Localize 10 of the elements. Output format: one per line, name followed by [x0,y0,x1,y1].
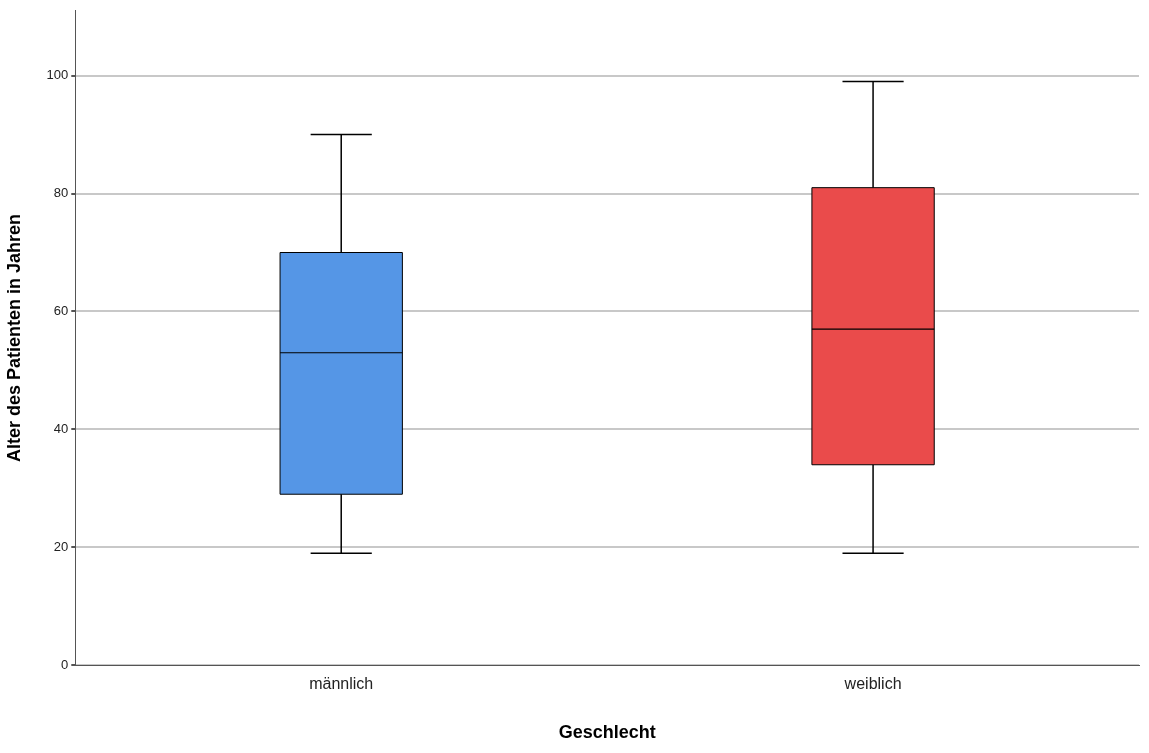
x-axis-title: Geschlecht [558,722,656,743]
y-tick-label: 20 [53,538,69,554]
x-tick-label: männlich [309,675,374,693]
y-tick-label: 40 [53,420,69,436]
y-axis-title: Alter des Patienten in Jahren [3,213,24,463]
y-tick-label: 80 [53,185,69,201]
y-tick-label: 0 [61,656,69,672]
y-tick-label: 60 [53,303,69,319]
y-tick-label: 100 [46,67,69,83]
x-tick-label: weiblich [843,675,902,693]
